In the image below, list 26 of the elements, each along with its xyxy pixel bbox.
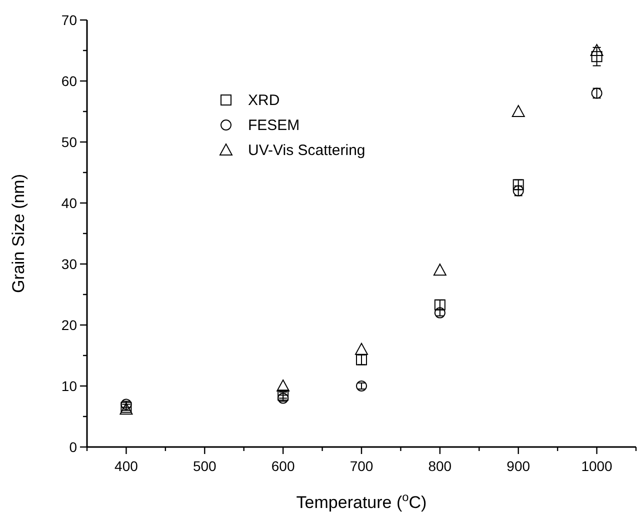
legend-label: UV-Vis Scattering xyxy=(248,142,366,159)
y-tick-label: 50 xyxy=(61,134,78,150)
y-tick-label: 10 xyxy=(61,378,78,394)
y-tick-label: 60 xyxy=(61,73,78,89)
point xyxy=(433,264,446,276)
x-axis-title: Temperature ($^{o}$C) xyxy=(296,490,427,512)
point xyxy=(276,380,290,392)
point xyxy=(590,44,604,56)
x-tick-label: 400 xyxy=(114,458,138,474)
x-tick-label: 700 xyxy=(350,458,374,474)
x-tick-label: 600 xyxy=(271,458,295,474)
y-tick-label: 0 xyxy=(69,439,78,455)
y-axis-title: Grain Size (nm) xyxy=(9,174,28,294)
x-tick-label: 500 xyxy=(192,458,217,474)
x-tick-label: 900 xyxy=(506,458,530,474)
y-tick-label: 40 xyxy=(61,195,78,211)
y-tick-label: 70 xyxy=(61,12,78,28)
point xyxy=(512,105,525,117)
y-tick-label: 20 xyxy=(61,317,78,333)
point xyxy=(591,51,602,62)
legend-label: FESEM xyxy=(248,117,300,134)
point xyxy=(355,342,368,355)
x-tick-label: 1000 xyxy=(581,458,613,474)
y-tick-label: 30 xyxy=(61,256,78,272)
legend-label: XRD xyxy=(248,92,280,109)
x-tick-label: 800 xyxy=(428,458,452,474)
